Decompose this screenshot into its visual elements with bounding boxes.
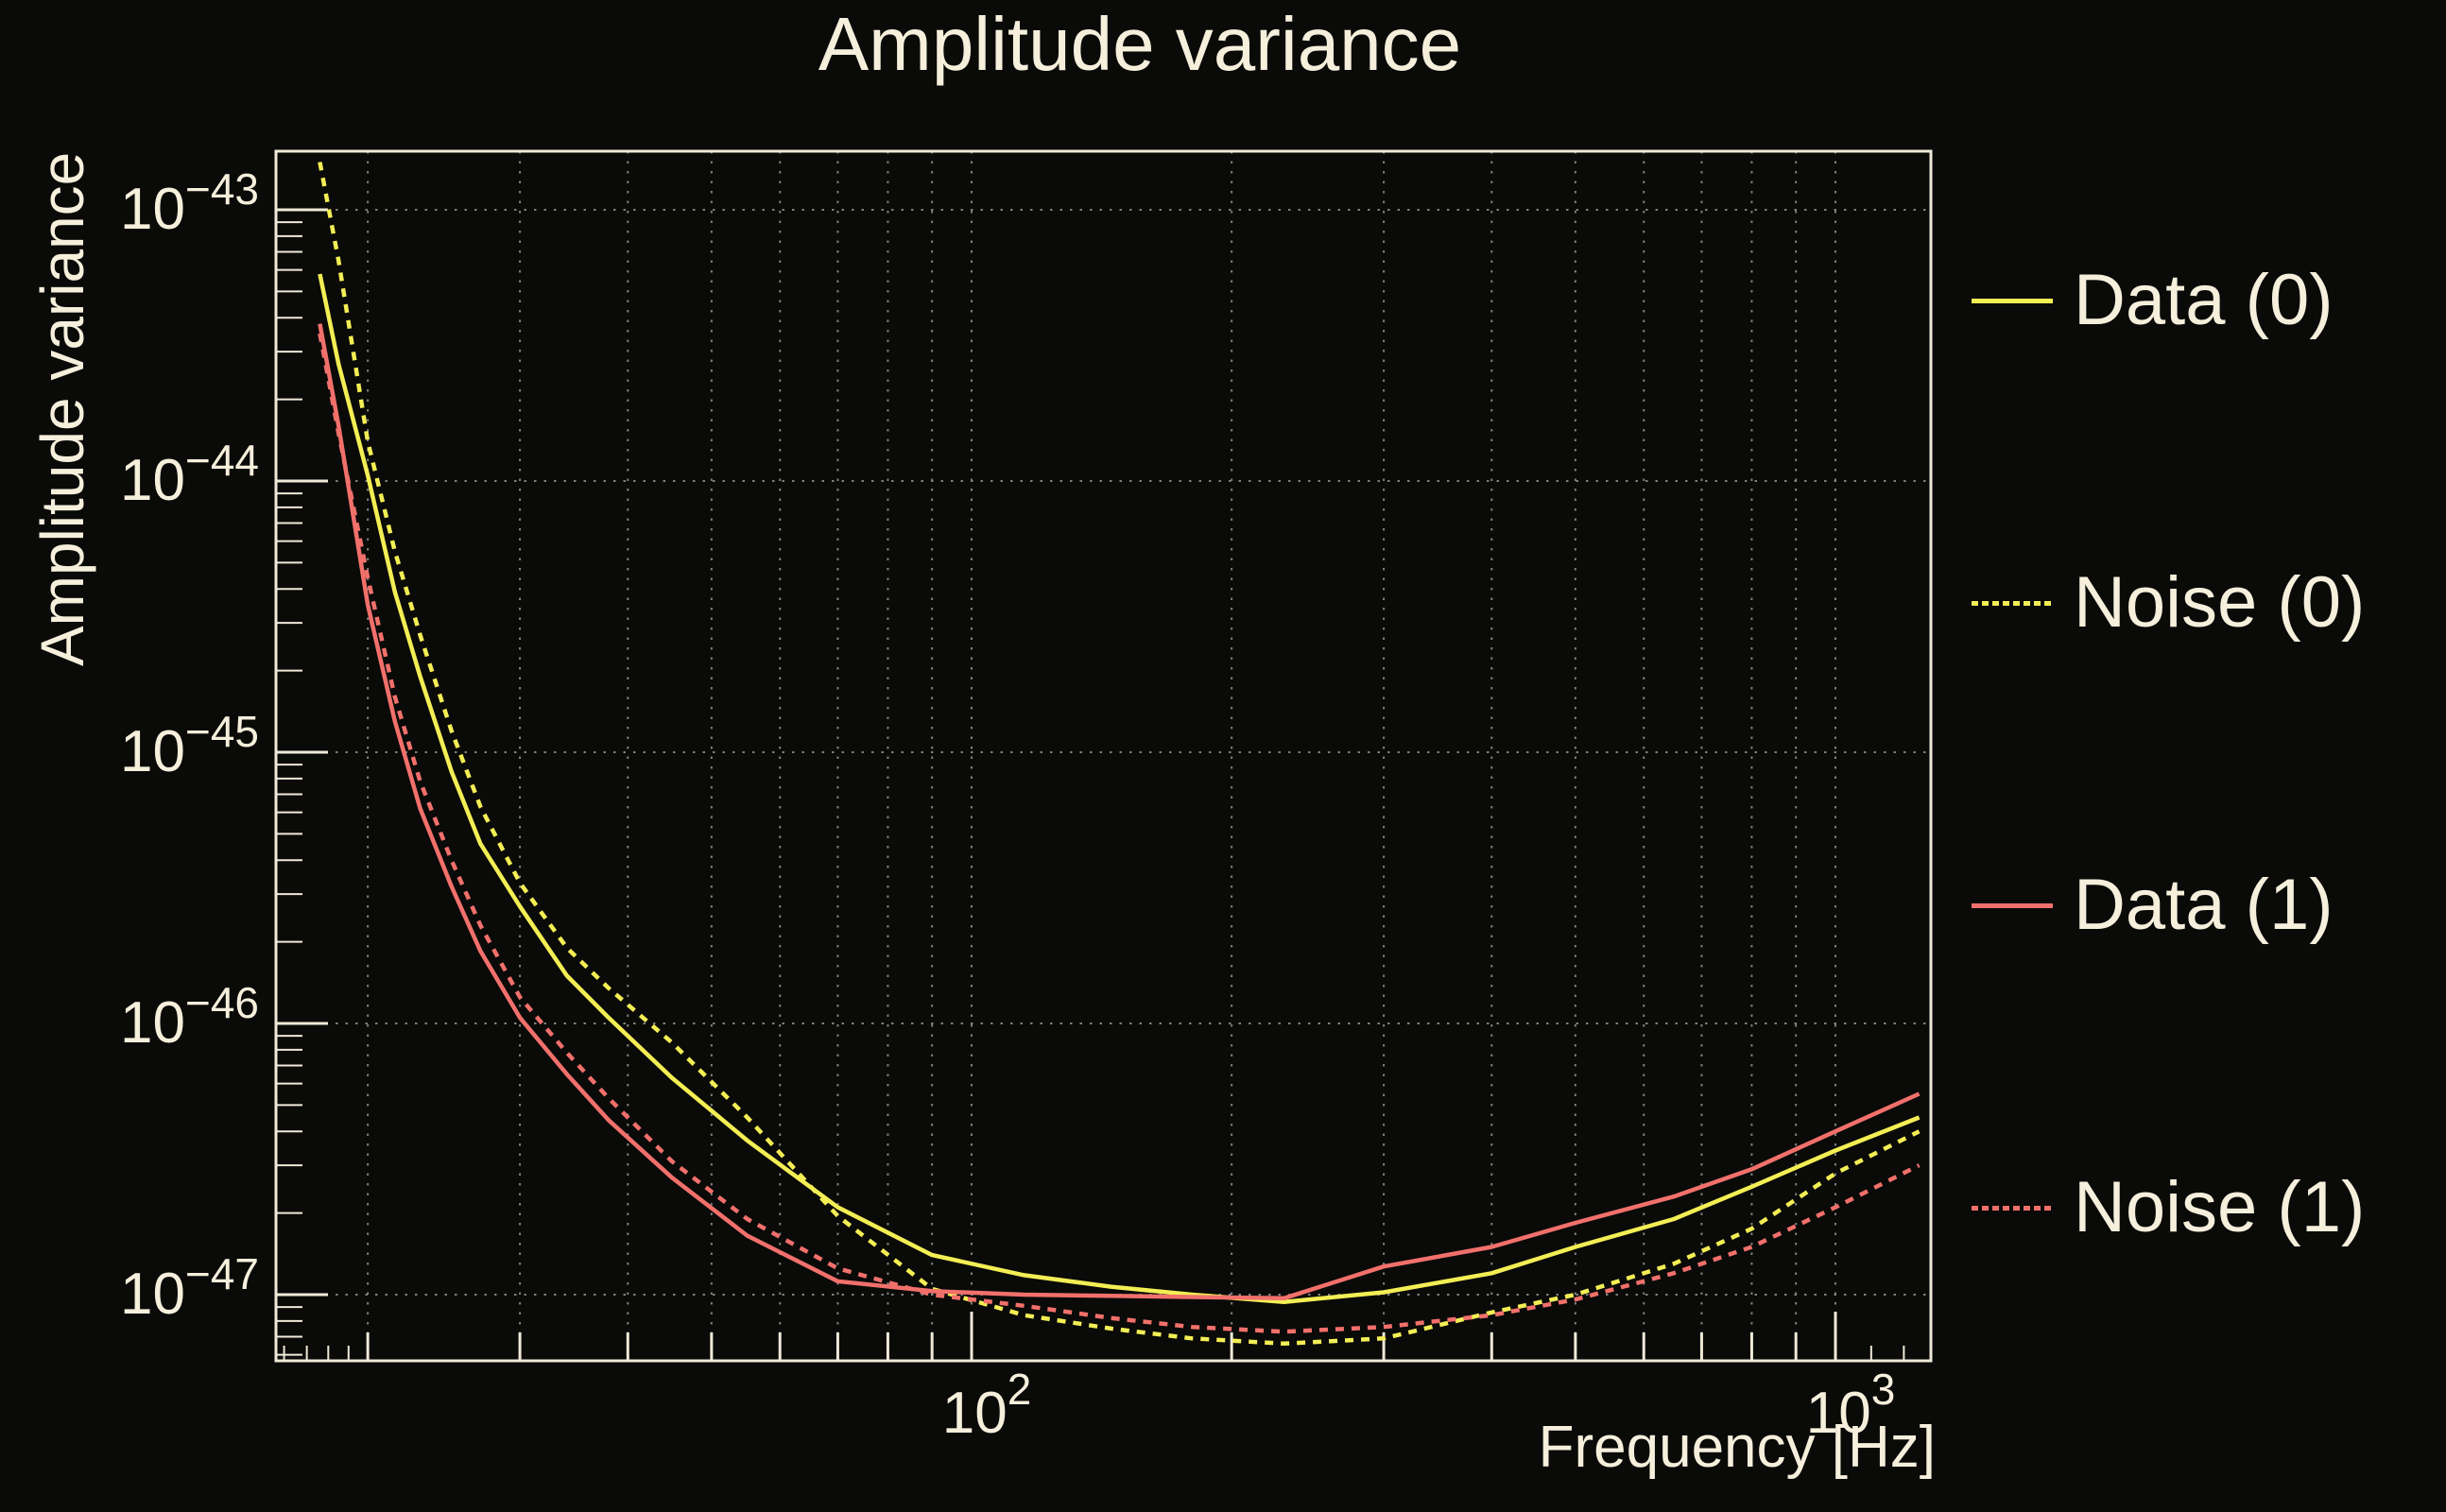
curve-data-0: [318, 273, 1921, 1304]
legend-line-swatch-data-1: [1972, 902, 2053, 908]
curve-data-1: [318, 323, 1921, 1301]
legend-label: Data (1): [2074, 865, 2334, 945]
legend-label: Data (0): [2074, 260, 2334, 340]
legend-entry-data-1: Data (1): [1962, 849, 2446, 962]
legend: Data (0) Noise (0) Data (1) Noise (1): [1962, 0, 2446, 1512]
y-axis-tick-label: 10−43: [120, 164, 259, 242]
x-axis-title: Frequency [Hz]: [1539, 1415, 1936, 1480]
x-axis-tick-label: 103: [1806, 1365, 1896, 1446]
x-axis-tick-label: 102: [942, 1365, 1032, 1446]
y-axis-title: Amplitude variance: [28, 152, 96, 666]
chart-title: Amplitude variance: [818, 2, 1461, 86]
gridlines: [276, 151, 1931, 1361]
legend-label: Noise (1): [2074, 1167, 2366, 1247]
y-axis-tick-label: 10−44: [120, 436, 259, 513]
legend-label: Noise (0): [2074, 562, 2366, 643]
legend-entry-data-0: Data (0): [1962, 244, 2446, 357]
legend-entry-noise-1: Noise (1): [1962, 1151, 2446, 1264]
legend-line-swatch-data-0: [1972, 298, 2053, 303]
data-curves: [318, 162, 1921, 1347]
axis-ticks: [276, 208, 1905, 1361]
y-axis-tick-label: 10−45: [120, 707, 259, 784]
y-axis-tick-label: 10−47: [120, 1249, 259, 1327]
x-axis-tick-labels: 102 103: [942, 1365, 1896, 1446]
y-axis-tick-labels: 10−43 10−44 10−45 10−46 10−47: [120, 164, 259, 1327]
legend-entry-noise-0: Noise (0): [1962, 546, 2446, 660]
plot-frame: [274, 149, 1933, 1363]
y-axis-tick-label: 10−46: [120, 978, 259, 1056]
legend-line-swatch-noise-0: [1972, 600, 2053, 606]
curve-noise-1: [318, 333, 1921, 1334]
legend-line-swatch-noise-1: [1972, 1205, 2053, 1211]
curve-noise-0: [318, 162, 1921, 1347]
